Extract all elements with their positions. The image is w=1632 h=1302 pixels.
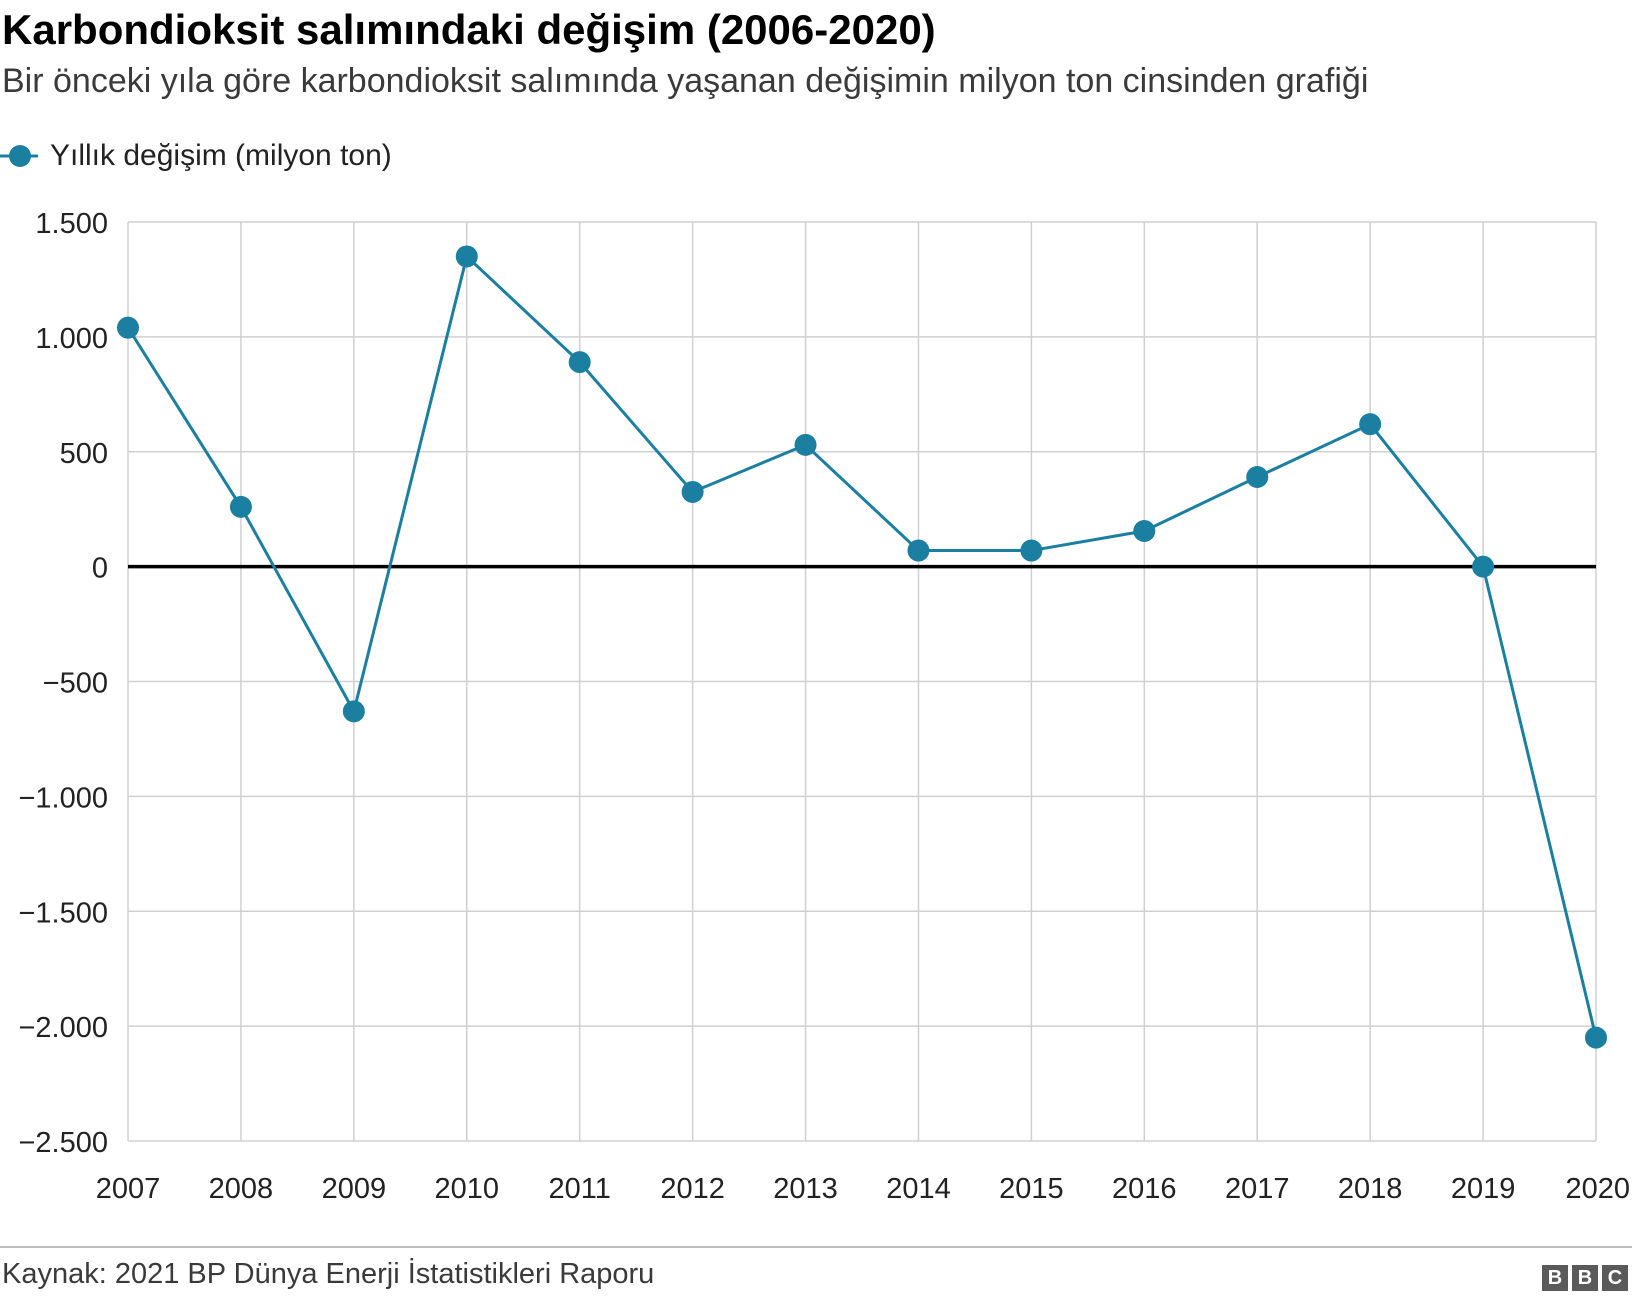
x-tick-label: 2009	[322, 1173, 387, 1205]
data-point	[1585, 1026, 1607, 1049]
x-tick-label: 2018	[1338, 1173, 1403, 1205]
data-point	[568, 351, 591, 374]
x-tick-label: 2015	[999, 1173, 1064, 1205]
data-point	[342, 700, 365, 723]
data-point	[455, 245, 478, 268]
x-tick-label: 2011	[549, 1173, 611, 1205]
x-tick-label: 2008	[209, 1173, 274, 1205]
series-line	[126, 253, 1598, 1038]
logo-letter-2: B	[1572, 1265, 1598, 1291]
data-point	[1246, 466, 1269, 489]
x-tick-label: 2007	[96, 1173, 161, 1205]
y-tick-label: 1.000	[35, 323, 108, 355]
x-tick-label: 2020	[1565, 1173, 1630, 1205]
x-tick-label: 2019	[1451, 1173, 1516, 1205]
legend-label: Yıllık değişim (milyon ton)	[50, 139, 392, 172]
x-tick-label: 2012	[660, 1173, 725, 1205]
y-tick-label: 1.500	[35, 208, 108, 240]
y-tick-label: −1.500	[18, 897, 108, 929]
chart-title: Karbondioksit salımındaki değişim (2006-…	[2, 6, 936, 53]
footer-divider	[0, 1246, 1632, 1248]
y-tick-label: −1.000	[18, 782, 108, 814]
line-chart: 1.500 1.000 500 0 −500 −1.000 −1.500 −2.000 −2.5…	[18, 208, 1630, 1205]
data-point	[1472, 555, 1495, 578]
data-point	[907, 539, 930, 562]
bbc-logo: B B C	[1542, 1265, 1628, 1291]
data-point	[1359, 413, 1382, 436]
y-tick-label: 0	[92, 553, 108, 585]
y-tick-label: −2.500	[18, 1127, 108, 1159]
source-note: Kaynak: 2021 BP Dünya Enerji İstatistikl…	[2, 1258, 655, 1290]
logo-letter-1: B	[1542, 1265, 1568, 1291]
y-tick-label: 500	[60, 438, 108, 470]
x-tick-label: 2013	[773, 1173, 838, 1205]
data-point	[1020, 539, 1043, 562]
data-point	[1133, 520, 1156, 543]
x-tick-label: 2010	[435, 1173, 500, 1205]
legend-line-marker-icon	[0, 136, 44, 176]
y-tick-label: −2.000	[18, 1012, 108, 1044]
data-point	[681, 480, 704, 503]
data-point	[794, 433, 817, 456]
logo-letter-3: C	[1602, 1265, 1628, 1291]
x-tick-label: 2014	[886, 1173, 951, 1205]
legend: Yıllık değişim (milyon ton)	[0, 136, 392, 176]
data-point	[117, 316, 139, 339]
chart-subtitle: Bir önceki yıla göre karbondioksit salım…	[2, 62, 1369, 100]
x-tick-label: 2016	[1112, 1173, 1177, 1205]
y-tick-label: −500	[43, 668, 108, 700]
data-point	[229, 495, 252, 518]
x-tick-label: 2017	[1225, 1173, 1290, 1205]
